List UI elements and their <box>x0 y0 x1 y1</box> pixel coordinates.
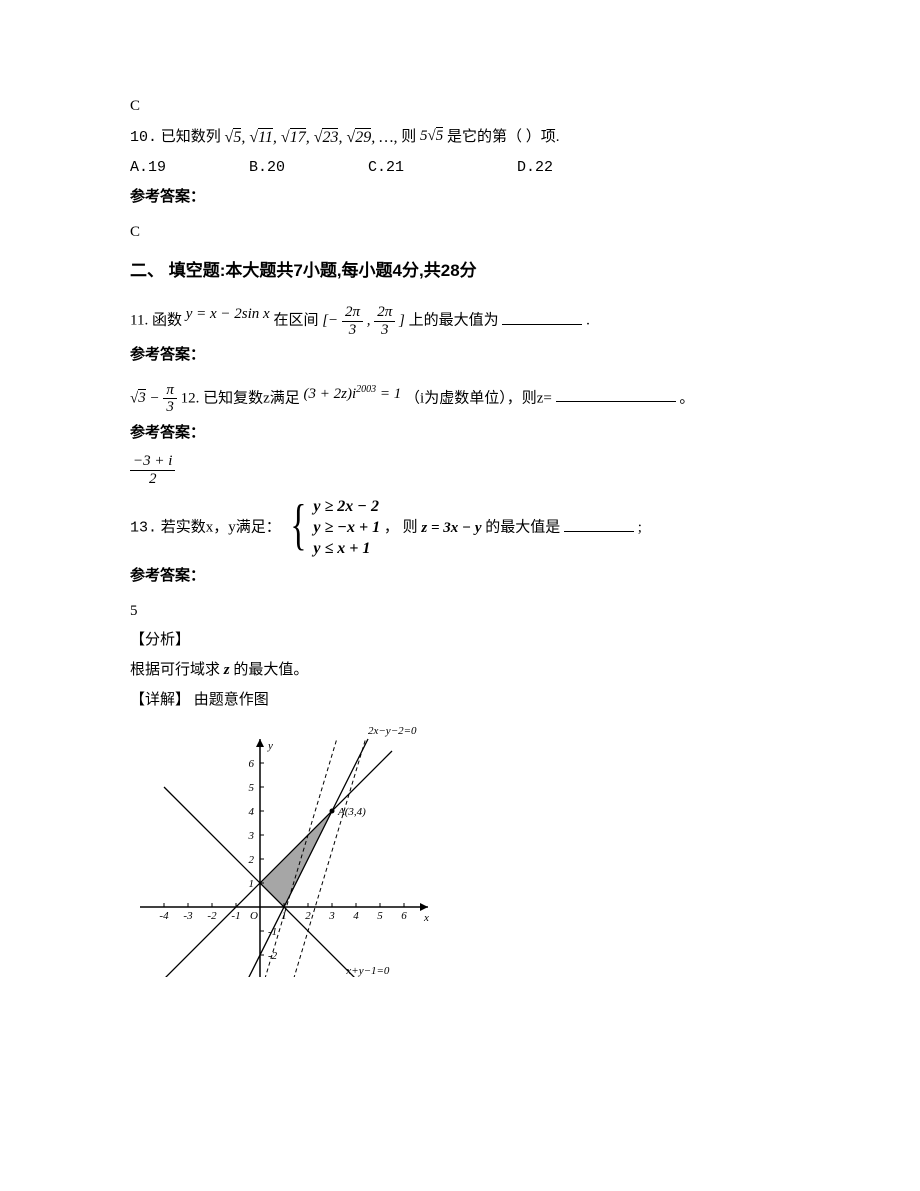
svg-text:1: 1 <box>249 878 255 890</box>
q13-system: { y ≥ 2x − 2 y ≥ −x + 1 y ≤ x + 1 <box>285 497 381 559</box>
q10-answer-label: 参考答案： <box>130 184 810 210</box>
svg-text:6: 6 <box>401 910 407 922</box>
svg-text:3: 3 <box>248 830 255 842</box>
q11-mid: 在区间 <box>273 313 318 329</box>
q11-blank <box>502 309 582 325</box>
svg-text:-2: -2 <box>207 910 217 922</box>
q13-obj: z = 3x − y <box>421 516 481 542</box>
svg-text:-4: -4 <box>159 910 169 922</box>
q10-number: 10. <box>130 129 157 146</box>
svg-text:3: 3 <box>328 910 335 922</box>
svg-text:2: 2 <box>249 854 255 866</box>
svg-text:4: 4 <box>353 910 359 922</box>
svg-text:5: 5 <box>377 910 383 922</box>
q13-prefix: 若实数x，y满足： <box>161 520 281 536</box>
q12-suffix: 。 <box>679 390 694 406</box>
q11-suffix: 上的最大值为 <box>409 313 499 329</box>
q10-opt-b: B.20 <box>249 155 359 181</box>
svg-text:6: 6 <box>249 758 255 770</box>
q13-number: 13. <box>130 520 157 537</box>
q10-answer: C <box>130 220 810 246</box>
svg-text:-3: -3 <box>183 910 193 922</box>
q10-options: A.19 B.20 C.21 D.22 <box>130 155 810 181</box>
q11-interval: [− 2π3 , 2π3 ] <box>322 304 405 338</box>
q11-prefix: 函数 <box>152 313 182 329</box>
q12-prefix: 已知复数z满足 <box>203 390 300 406</box>
q11-period: . <box>586 313 590 329</box>
q13-answer: 5 <box>130 599 810 625</box>
q10-sequence: √5, √11, √17, √23, √29, …, <box>225 124 398 151</box>
svg-text:x: x <box>423 912 429 924</box>
svg-text:O: O <box>250 910 258 922</box>
q11-answer-q12-line: √3 − π3 12. 已知复数z满足 (3 + 2z)i2003 = 1 （i… <box>130 382 810 416</box>
q11-answer-label: 参考答案： <box>130 342 810 368</box>
q12-number: 12. <box>181 390 200 406</box>
q10-opt-d: D.22 <box>517 155 553 181</box>
svg-text:x+y−1=0: x+y−1=0 <box>345 965 390 977</box>
svg-text:2x−y−2=0: 2x−y−2=0 <box>368 725 417 737</box>
svg-text:2: 2 <box>305 910 311 922</box>
svg-text:A(3,4): A(3,4) <box>337 806 366 818</box>
q10-stem: 10. 已知数列 √5, √11, √17, √23, √29, …, 则 5√… <box>130 124 810 151</box>
svg-text:4: 4 <box>249 806 255 818</box>
q10-opt-c: C.21 <box>368 155 508 181</box>
feasible-region-chart: -4-3-2-1123456123456-1-2Oxy2x−y−2=0x−y+1… <box>130 717 460 977</box>
q12-mid: （i为虚数单位），则z= <box>405 390 552 406</box>
q13-analysis-text: 根据可行域求 z 的最大值。 <box>130 658 810 684</box>
q13-semicolon: ; <box>638 520 642 536</box>
prev-answer: C <box>130 94 810 120</box>
svg-text:-1: -1 <box>231 910 240 922</box>
svg-text:5: 5 <box>249 782 255 794</box>
q13-answer-label: 参考答案： <box>130 563 810 589</box>
q10-opt-a: A.19 <box>130 155 240 181</box>
q11-stem: 11. 函数 y = x − 2sin x 在区间 [− 2π3 , 2π3 ]… <box>130 304 810 338</box>
section2-title: 二、 填空题:本大题共7小题,每小题4分,共28分 <box>130 257 810 286</box>
q13-blank <box>564 516 634 532</box>
brace-icon: { <box>290 497 306 559</box>
q11-expr: y = x − 2sin x <box>186 302 270 328</box>
q12-answer: −3 + i 2 <box>130 453 810 487</box>
svg-text:y: y <box>267 740 273 752</box>
q13-stem: 13. 若实数x，y满足： { y ≥ 2x − 2 y ≥ −x + 1 y … <box>130 497 810 559</box>
q10-prefix: 已知数列 <box>161 129 221 145</box>
q11-answer: √3 − π3 <box>130 382 177 416</box>
q13-chart: -4-3-2-1123456123456-1-2Oxy2x−y−2=0x−y+1… <box>130 717 810 987</box>
q12-blank <box>556 386 676 402</box>
q13-mid: ， 则 <box>384 520 418 536</box>
q12-expr: (3 + 2z)i2003 = 1 <box>304 381 402 408</box>
q13-suffix: 的最大值是 <box>485 520 560 536</box>
q11-number: 11. <box>130 313 148 329</box>
q10-target: 5√5 <box>420 124 443 150</box>
q13-detail: 【详解】 由题意作图 <box>130 688 810 714</box>
q10-suffix: 是它的第（ ）项. <box>447 129 560 145</box>
q13-analysis-label: 【分析】 <box>130 628 810 654</box>
q10-mid: 则 <box>401 129 416 145</box>
svg-text:x−y+1=0: x−y+1=0 <box>151 975 196 977</box>
q12-answer-label: 参考答案： <box>130 420 810 446</box>
